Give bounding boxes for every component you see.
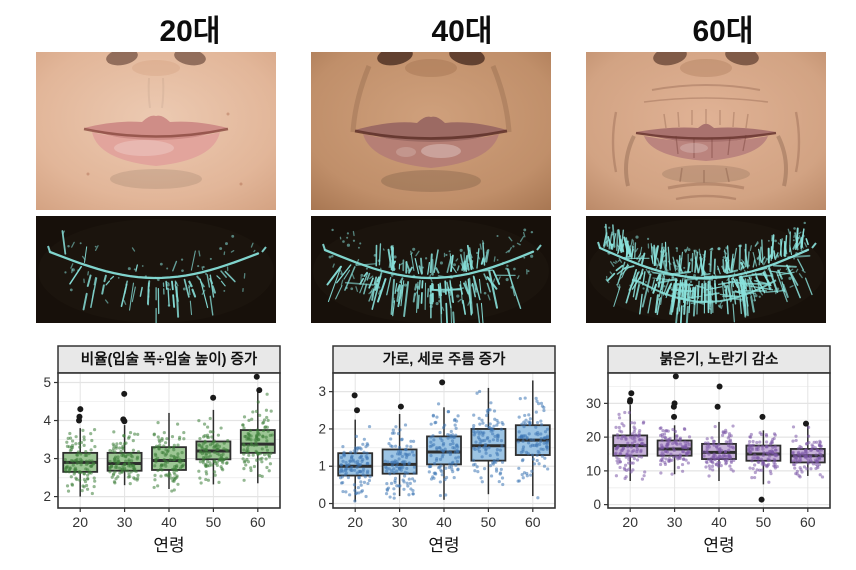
lips-photo-40s: [311, 52, 551, 210]
svg-text:20: 20: [347, 514, 363, 530]
boxplot-wrinkle-image: 가로, 세로 주름 증가 0 1 2 3 20 30 40 50 60 연령: [318, 345, 556, 555]
lips-photo-20s-image: [36, 52, 276, 210]
svg-text:2: 2: [318, 421, 326, 436]
svg-text:3: 3: [43, 451, 51, 466]
svg-text:30: 30: [586, 396, 601, 411]
wrinkle-map-40s: [311, 216, 551, 323]
svg-text:1: 1: [318, 459, 326, 474]
svg-text:0: 0: [318, 496, 326, 511]
svg-text:50: 50: [756, 514, 772, 530]
svg-text:붉은기, 노란기 감소: 붉은기, 노란기 감소: [660, 350, 779, 368]
svg-text:비율(입술 폭÷입술 높이) 증가: 비율(입술 폭÷입술 높이) 증가: [81, 351, 258, 368]
column-header-60s: 60대: [692, 15, 754, 48]
boxplot-color: 붉은기, 노란기 감소 0 10 20 30 20 30 40 50 60 연령: [570, 340, 842, 568]
svg-text:50: 50: [206, 514, 222, 530]
svg-text:30: 30: [117, 514, 133, 530]
wrinkle-map-20s-image: [36, 216, 276, 323]
svg-text:30: 30: [667, 514, 683, 530]
svg-text:20: 20: [72, 514, 88, 530]
boxplot-color-image: 붉은기, 노란기 감소 0 10 20 30 20 30 40 50 60 연령: [586, 345, 831, 555]
svg-text:가로, 세로 주름 증가: 가로, 세로 주름 증가: [383, 351, 506, 368]
svg-text:40: 40: [711, 514, 727, 530]
wrinkle-map-20s: [36, 216, 276, 323]
column-header-20s: 20대: [159, 15, 221, 48]
svg-text:20: 20: [586, 430, 601, 445]
svg-text:0: 0: [593, 497, 601, 512]
wrinkle-map-60s: [586, 216, 826, 323]
boxplot-wrinkle: 가로, 세로 주름 증가 0 1 2 3 20 30 40 50 60 연령: [295, 340, 567, 568]
svg-text:2: 2: [43, 489, 51, 504]
boxplot-ratio: 비율(입술 폭÷입술 높이) 증가 2 3 4 5 20 30 40 50 60 연령: [20, 340, 292, 568]
lips-photo-60s: [586, 52, 826, 210]
column-header-40s: 40대: [431, 15, 493, 48]
lips-photo-40s-image: [311, 52, 551, 210]
svg-text:연령: 연령: [703, 536, 734, 555]
svg-text:40: 40: [436, 514, 452, 530]
lips-photo-20s: [36, 52, 276, 210]
wrinkle-map-60s-image: [586, 216, 826, 323]
svg-text:30: 30: [392, 514, 408, 530]
svg-text:60: 60: [250, 514, 266, 530]
svg-text:5: 5: [43, 375, 51, 390]
svg-text:3: 3: [318, 384, 326, 399]
lips-photo-60s-image: [586, 52, 826, 210]
svg-text:60: 60: [525, 514, 541, 530]
svg-text:50: 50: [481, 514, 497, 530]
svg-text:60: 60: [800, 514, 816, 530]
svg-text:연령: 연령: [428, 536, 459, 555]
svg-text:연령: 연령: [153, 536, 184, 555]
svg-text:20: 20: [622, 514, 638, 530]
svg-text:10: 10: [586, 463, 601, 478]
svg-text:40: 40: [161, 514, 177, 530]
boxplot-ratio-image: 비율(입술 폭÷입술 높이) 증가 2 3 4 5 20 30 40 50 60 연령: [43, 345, 281, 555]
svg-text:4: 4: [43, 413, 51, 428]
wrinkle-map-40s-image: [311, 216, 551, 323]
